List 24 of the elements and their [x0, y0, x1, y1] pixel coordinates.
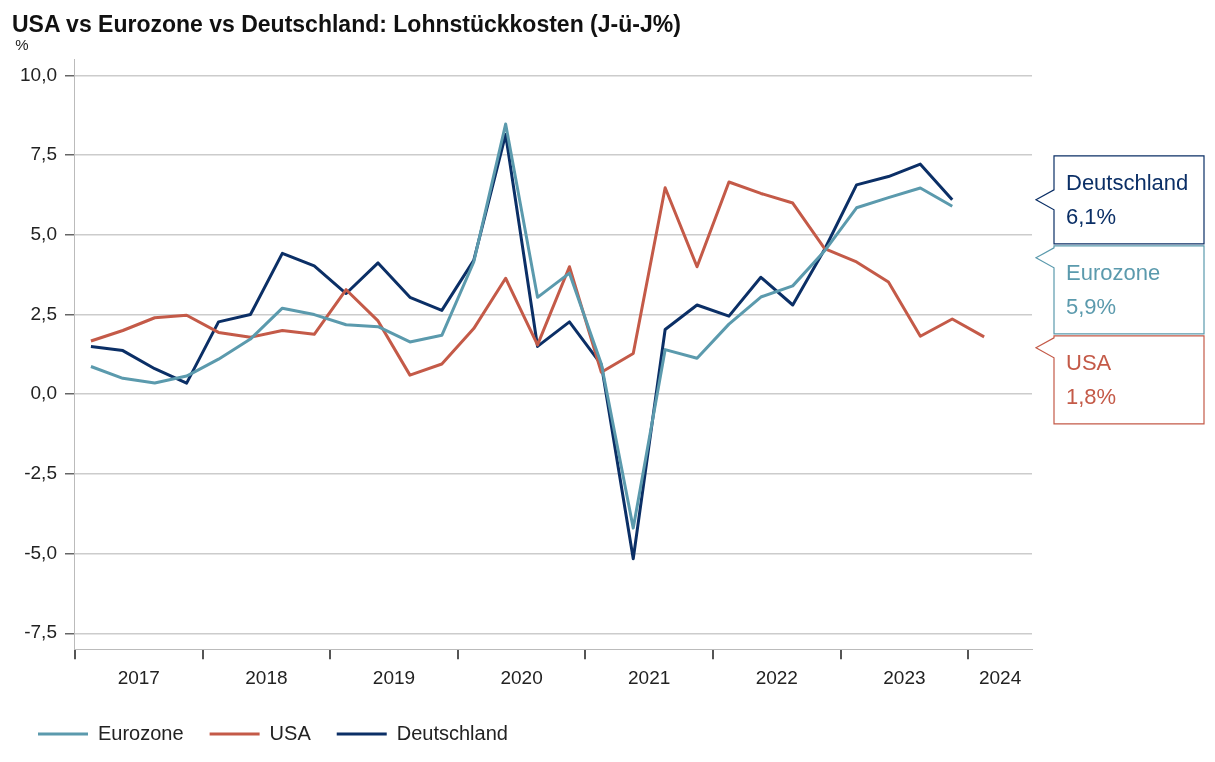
text: Eurozone 5,9% [1066, 259, 1161, 319]
x-tick-label: 2017 [117, 666, 160, 688]
x-tick-label: 2023 [883, 666, 926, 688]
chart-title: USA vs Eurozone vs Deutschland: Lohnstückkosten (J-ü-J%) [12, 11, 681, 38]
x-tick-label: 2018 [245, 666, 288, 688]
y-tick-label: 0,0 [30, 382, 57, 404]
y-tick-label: -2,5 [24, 462, 57, 484]
y-axis-title: % [15, 36, 29, 54]
y-tick-label: 7,5 [30, 143, 57, 165]
y-tick-label: -5,0 [24, 541, 57, 563]
text: Deutschland 6,1% [1066, 169, 1189, 229]
legend-label: USA [269, 721, 312, 744]
y-tick-label: -7,5 [24, 621, 57, 643]
legend-label: Eurozone [98, 721, 184, 744]
text: USA 1,8% [1066, 349, 1117, 409]
x-tick-label: 2024 [978, 666, 1022, 688]
legend-label: Deutschland [396, 721, 508, 744]
x-tick-label: 2022 [755, 666, 798, 688]
y-tick-label: 10,0 [20, 63, 57, 85]
x-tick-label: 2019 [372, 666, 416, 688]
y-tick-label: 5,0 [30, 223, 57, 245]
x-tick-label: 2020 [500, 666, 543, 688]
y-tick-label: 2,5 [30, 302, 57, 324]
x-tick-label: 2021 [628, 666, 671, 688]
